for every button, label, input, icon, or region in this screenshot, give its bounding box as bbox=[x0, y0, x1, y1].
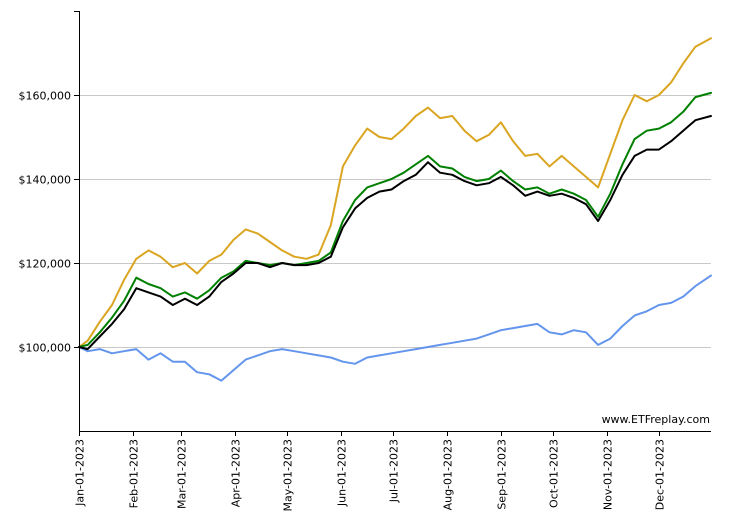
y-tick-label: $100,000 bbox=[19, 342, 72, 355]
y-tick-label: $120,000 bbox=[19, 258, 72, 271]
x-tick-label: Aug-01-2023 bbox=[442, 439, 455, 510]
series-line-4 bbox=[78, 115, 712, 351]
gridlines bbox=[79, 95, 711, 348]
x-tick-label: Feb-01-2023 bbox=[128, 439, 141, 508]
x-tick-label: Oct-01-2023 bbox=[548, 439, 561, 508]
x-tick-label: Mar-01-2023 bbox=[176, 439, 189, 509]
x-tick-label: Apr-01-2023 bbox=[230, 439, 243, 507]
series-line-2 bbox=[78, 37, 712, 348]
x-tick-label: Jan-01-2023 bbox=[74, 439, 87, 507]
x-tick-label: Jul-01-2023 bbox=[388, 439, 401, 503]
x-tick-label: May-01-2023 bbox=[282, 439, 295, 511]
series-lines bbox=[78, 37, 712, 382]
x-tick-label: Sep-01-2023 bbox=[496, 439, 509, 510]
series-line-1 bbox=[78, 274, 712, 382]
x-tick-label: Jun-01-2023 bbox=[336, 439, 349, 507]
x-tick-label: Dec-01-2023 bbox=[654, 439, 667, 510]
watermark-text: www.ETFreplay.com bbox=[602, 413, 710, 426]
y-tick-label: $140,000 bbox=[19, 174, 72, 187]
y-tick-label: $160,000 bbox=[19, 90, 72, 103]
axes: $100,000 $120,000 $140,000 $160,000 Jan-01-2… bbox=[19, 11, 711, 511]
series-line-3 bbox=[78, 91, 712, 348]
x-tick-label: Nov-01-2023 bbox=[602, 439, 615, 510]
